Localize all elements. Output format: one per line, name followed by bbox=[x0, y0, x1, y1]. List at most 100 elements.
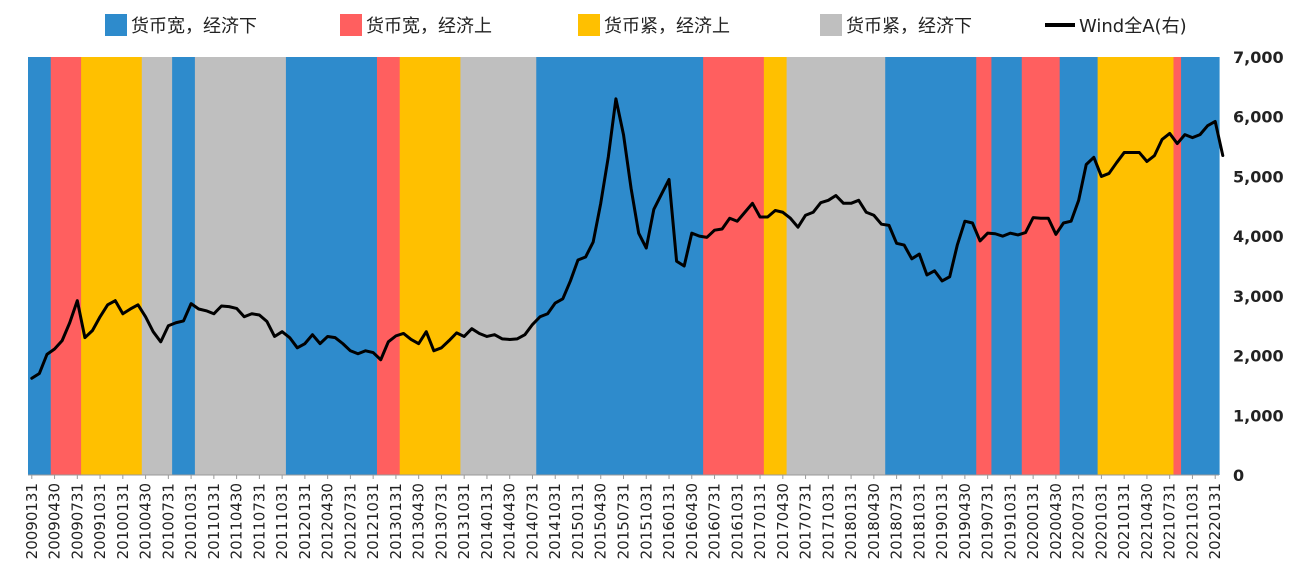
regime-band-16 bbox=[991, 57, 1023, 475]
x-tick-label: 20150131 bbox=[569, 483, 587, 559]
x-tick-label: 20200131 bbox=[1024, 483, 1042, 559]
legend-swatch-regime-b bbox=[340, 14, 362, 36]
y-tick-label: 1,000 bbox=[1233, 406, 1284, 425]
x-tick-label: 20111031 bbox=[273, 483, 291, 559]
x-tick-label: 20210430 bbox=[1138, 483, 1156, 559]
x-tick-label: 20220131 bbox=[1206, 483, 1224, 559]
x-tick-label: 20170430 bbox=[774, 483, 792, 559]
regime-band-9 bbox=[460, 57, 537, 475]
x-tick-label: 20130731 bbox=[432, 483, 450, 559]
regime-band-18 bbox=[1059, 57, 1099, 475]
x-tick-label: 20090430 bbox=[46, 483, 64, 559]
regime-band-19 bbox=[1097, 57, 1175, 475]
regime-band-20 bbox=[1173, 57, 1182, 475]
y-tick-label: 2,000 bbox=[1233, 347, 1284, 366]
legend-swatch-regime-c bbox=[578, 14, 600, 36]
y-axis-right: 0 1,000 2,000 3,000 4,000 5,000 6,000 7,000 bbox=[1233, 48, 1284, 485]
x-tick-label: 20130131 bbox=[387, 483, 405, 559]
regime-band-12 bbox=[763, 57, 788, 475]
x-tick-label: 20100131 bbox=[114, 483, 132, 559]
x-tick-label: 20150731 bbox=[615, 483, 633, 559]
x-tick-label: 20160731 bbox=[706, 483, 724, 559]
x-tick-label: 20100731 bbox=[159, 483, 177, 559]
legend-item-regime-d: 货币紧，经济下 bbox=[820, 14, 972, 37]
x-tick-label: 20140131 bbox=[478, 483, 496, 559]
y-tick-label: 0 bbox=[1233, 466, 1244, 485]
x-tick-label: 20120430 bbox=[319, 483, 337, 559]
y-tick-label: 4,000 bbox=[1233, 227, 1284, 246]
legend-label-regime-a: 货币宽，经济下 bbox=[131, 16, 257, 37]
regime-band-3 bbox=[141, 57, 173, 475]
regime-band-17 bbox=[1021, 57, 1061, 475]
legend: 货币宽，经济下 货币宽，经济上 货币紧，经济上 货币紧，经济下 Wind全A(右… bbox=[0, 6, 1299, 40]
legend-label-regime-d: 货币紧，经济下 bbox=[846, 16, 972, 37]
x-tick-label: 20140731 bbox=[523, 483, 541, 559]
x-tick-label: 20211031 bbox=[1183, 483, 1201, 559]
x-tick-label: 20140430 bbox=[501, 483, 519, 559]
regime-band-1 bbox=[50, 57, 82, 475]
x-tick-label: 20170131 bbox=[751, 483, 769, 559]
legend-item-regime-b: 货币宽，经济上 bbox=[340, 14, 492, 37]
x-tick-label: 20120731 bbox=[341, 483, 359, 559]
regime-band-13 bbox=[786, 57, 886, 475]
regime-band-5 bbox=[194, 57, 287, 475]
x-tick-label: 20160131 bbox=[660, 483, 678, 559]
x-tick-label: 20210131 bbox=[1115, 483, 1133, 559]
regime-band-21 bbox=[1181, 57, 1220, 475]
legend-item-wind-all-a: Wind全A(右) bbox=[1045, 14, 1187, 37]
x-tick-label: 20131031 bbox=[455, 483, 473, 559]
x-tick-label: 20101031 bbox=[182, 483, 200, 559]
legend-line-wind-all-a bbox=[1045, 23, 1075, 27]
x-tick-label: 20191031 bbox=[1001, 483, 1019, 559]
x-tick-label: 20180731 bbox=[888, 483, 906, 559]
x-tick-label: 20130430 bbox=[410, 483, 428, 559]
x-tick-label: 20110131 bbox=[205, 483, 223, 559]
x-tick-label: 20120131 bbox=[296, 483, 314, 559]
legend-label-wind-all-a: Wind全A(右) bbox=[1079, 16, 1187, 37]
x-tick-label: 20170731 bbox=[797, 483, 815, 559]
x-tick-label: 20190430 bbox=[956, 483, 974, 559]
regime-band-2 bbox=[81, 57, 143, 475]
regime-band-10 bbox=[536, 57, 704, 475]
x-tick-label: 20100430 bbox=[137, 483, 155, 559]
x-tick-label: 20171031 bbox=[819, 483, 837, 559]
y-tick-label: 7,000 bbox=[1233, 48, 1284, 67]
y-tick-label: 5,000 bbox=[1233, 167, 1284, 186]
y-tick-label: 3,000 bbox=[1233, 287, 1284, 306]
line-layer bbox=[30, 97, 1225, 380]
x-tick-label: 20110731 bbox=[250, 483, 268, 559]
regime-band-4 bbox=[172, 57, 196, 475]
y-tick-label: 6,000 bbox=[1233, 108, 1284, 127]
legend-label-regime-c: 货币紧，经济上 bbox=[604, 16, 730, 37]
x-tick-label: 20181031 bbox=[910, 483, 928, 559]
regime-band-7 bbox=[376, 57, 401, 475]
legend-item-regime-a: 货币宽，经济下 bbox=[105, 14, 257, 37]
regime-band-14 bbox=[885, 57, 977, 475]
x-axis: 20090131 20090430 20090731 20091031 20100131… bbox=[23, 475, 1224, 559]
regime-band-11 bbox=[703, 57, 765, 475]
regime-band-15 bbox=[976, 57, 993, 475]
x-tick-label: 20180131 bbox=[842, 483, 860, 559]
x-tick-label: 20190131 bbox=[933, 483, 951, 559]
x-tick-label: 20151031 bbox=[637, 483, 655, 559]
x-tick-label: 20160430 bbox=[683, 483, 701, 559]
regime-band-6 bbox=[285, 57, 378, 475]
x-tick-label: 20161031 bbox=[728, 483, 746, 559]
x-tick-label: 20200731 bbox=[1070, 483, 1088, 559]
legend-item-regime-c: 货币紧，经济上 bbox=[578, 14, 730, 37]
x-tick-label: 20121031 bbox=[364, 483, 382, 559]
x-tick-label: 20091031 bbox=[91, 483, 109, 559]
x-tick-label: 20190731 bbox=[979, 483, 997, 559]
x-tick-label: 20090731 bbox=[68, 483, 86, 559]
x-tick-label: 20141031 bbox=[546, 483, 564, 559]
regime-band-8 bbox=[399, 57, 461, 475]
legend-swatch-regime-d bbox=[820, 14, 842, 36]
x-tick-label: 20090131 bbox=[23, 483, 41, 559]
x-tick-label: 20201031 bbox=[1092, 483, 1110, 559]
x-tick-label: 20200430 bbox=[1047, 483, 1065, 559]
x-tick-label: 20210731 bbox=[1161, 483, 1179, 559]
x-tick-label: 20180430 bbox=[865, 483, 883, 559]
legend-label-regime-b: 货币宽，经济上 bbox=[366, 16, 492, 37]
regime-band-0 bbox=[28, 57, 52, 475]
